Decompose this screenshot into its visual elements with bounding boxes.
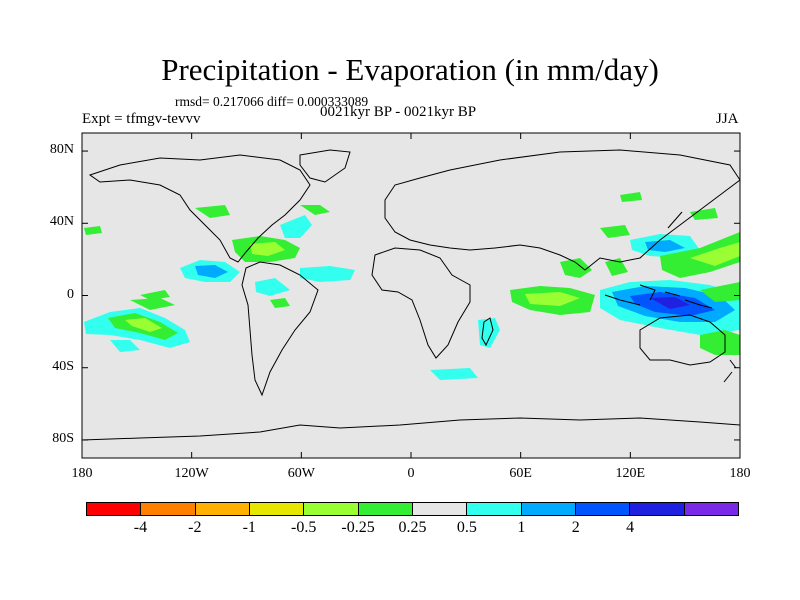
colorbar — [86, 502, 739, 516]
stats-text: rmsd= 0.217066 diff= 0.000333089 — [175, 94, 369, 109]
colorbar-box — [304, 503, 359, 515]
colorbar-label: -0.25 — [341, 519, 375, 536]
contour-green-natl2 — [195, 205, 230, 218]
coast-indonesia — [604, 284, 713, 309]
contour-green-india — [560, 258, 592, 278]
colorbar-label: -1 — [242, 519, 256, 536]
coast-antarctica — [82, 417, 740, 441]
contour-green-bob — [605, 258, 628, 276]
contour-navy-mc — [650, 297, 690, 309]
coast-south-america — [241, 261, 319, 397]
contour-lime-carib — [250, 242, 285, 256]
coast-north-america — [88, 154, 311, 263]
experiment-label: Expt = tfmgv-tevvv — [82, 111, 201, 127]
x-tick-label: 180 — [71, 466, 93, 481]
colorbar-label: 1 — [517, 519, 526, 536]
x-tick-label: 120E — [615, 466, 646, 481]
contour-lime-io — [525, 292, 580, 306]
colorbar-box — [249, 503, 305, 515]
colorbar-box — [467, 503, 522, 515]
contour-cyan-sio — [430, 368, 478, 380]
colorbar-box — [195, 503, 250, 515]
contour-green-ne — [620, 192, 642, 202]
period-label: 0021kyr BP - 0021kyr BP — [320, 104, 477, 120]
contour-green-npac2 — [690, 208, 718, 220]
y-tick-label: 40N — [49, 214, 74, 230]
contour-lime-wp — [690, 242, 740, 266]
coast-new-zealand — [723, 359, 737, 383]
y-tick-label: 40S — [52, 358, 74, 374]
coast-greenland — [299, 149, 351, 183]
coast-eurasia — [384, 149, 740, 271]
coast-australia — [639, 314, 726, 366]
season-label: JJA — [716, 111, 739, 127]
coastlines — [82, 149, 740, 441]
y-tick-label: 0 — [67, 286, 74, 302]
contour-cyan-atl — [280, 215, 312, 238]
colorbar-box — [358, 503, 413, 515]
contour-blue-epac — [195, 265, 228, 278]
x-tick-label: 60E — [509, 466, 532, 481]
coast-africa — [371, 247, 471, 359]
colorbar-label: -0.5 — [290, 519, 317, 536]
colorbar-box — [141, 503, 196, 515]
x-tick-label: 0 — [407, 466, 415, 481]
y-tick-label: 80N — [49, 142, 74, 158]
x-tick-label: 180 — [729, 466, 751, 481]
contour-blue-wp — [645, 240, 685, 252]
contour-lime-south-pacific — [125, 318, 162, 332]
contour-green-natl — [300, 205, 330, 215]
contour-cyan-tatl — [300, 266, 355, 282]
contour-green-npac — [84, 226, 102, 235]
contour-cyan-samer — [255, 278, 290, 296]
colorbar-box — [684, 503, 738, 515]
colorbar-box — [630, 503, 685, 515]
colorbar-label: 0.5 — [456, 519, 477, 536]
coast-japan — [667, 211, 683, 229]
contour-green-spcz2 — [700, 282, 740, 302]
contour-green-samer — [270, 298, 290, 308]
x-tick-label: 120W — [174, 466, 209, 481]
tick-marks — [81, 133, 741, 458]
anomaly-contours — [84, 192, 740, 380]
colorbar-label: -2 — [188, 519, 202, 536]
y-tick-label: 80S — [52, 430, 74, 446]
contour-cyan-sp3 — [110, 340, 140, 352]
colorbar-box — [412, 503, 468, 515]
contour-green-spcz — [700, 330, 740, 355]
colorbar-label: 4 — [626, 519, 635, 536]
contour-green-china — [600, 225, 630, 238]
colorbar-label: 0.25 — [398, 519, 427, 536]
colorbar-label: -4 — [133, 519, 148, 536]
colorbar-box — [521, 503, 576, 515]
x-tick-label: 60W — [287, 466, 315, 481]
contour-green-epac — [140, 290, 170, 300]
colorbar-label: 2 — [571, 519, 580, 536]
contour-green-sp2 — [130, 298, 175, 310]
colorbar-box — [87, 503, 142, 515]
plot-title: Precipitation - Evaporation (in mm/day) — [161, 52, 659, 87]
colorbar-box — [575, 503, 631, 515]
coast-madagascar — [481, 317, 494, 347]
